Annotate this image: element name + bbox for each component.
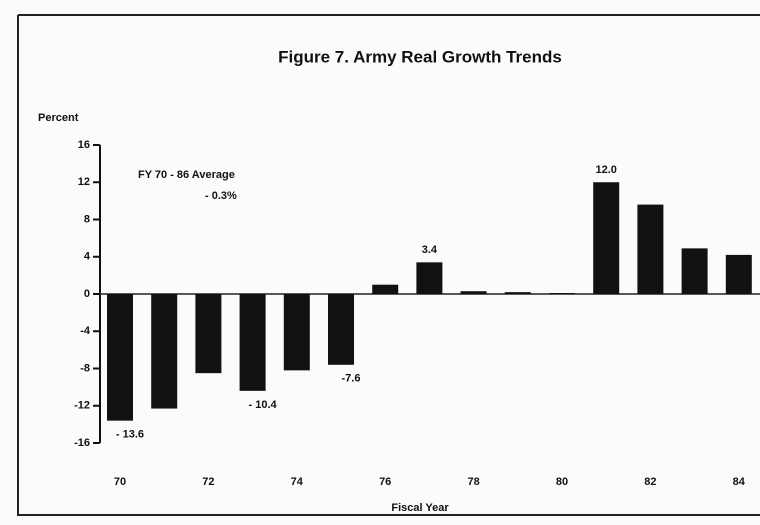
y-tick-label: 12 [78,176,90,188]
y-tick-label: -8 [80,362,90,374]
bar [637,204,664,294]
value-label: - 13.6 [116,429,144,441]
y-tick-label: -4 [80,325,91,337]
bar [151,294,178,409]
frame [17,14,760,516]
value-label: 3.4 [422,244,438,256]
value-label: -7.6 [342,373,361,385]
bar [195,294,222,374]
bar [416,262,443,294]
bar [460,291,487,294]
x-tick-label: 84 [733,476,746,488]
y-tick-label: 8 [84,213,90,225]
y-tick-label: 4 [84,251,91,263]
value-label: 12.0 [595,164,616,176]
bar [239,294,266,391]
y-tick-label: 0 [84,288,90,300]
bar [593,182,620,294]
chart-title: Figure 7. Army Real Growth Trends [278,47,562,66]
value-label: - 10.4 [249,399,278,411]
bar [328,294,354,365]
x-tick-label: 76 [379,476,391,488]
bar [504,292,531,294]
y-axis-label: Percent [38,112,79,124]
bar [725,254,752,294]
bar [107,294,133,421]
y-tick-label: 16 [78,139,90,151]
bar [283,294,310,371]
bar [549,293,575,294]
bar [681,248,708,294]
annotation: - 0.3% [205,190,237,202]
x-tick-label: 82 [644,476,656,488]
y-tick-label: -16 [74,437,90,449]
y-tick-label: -12 [74,400,90,412]
x-tick-label: 78 [467,476,479,488]
bar [372,284,399,294]
x-tick-label: 70 [114,476,126,488]
x-tick-label: 72 [202,476,214,488]
x-tick-label: 74 [291,476,304,488]
x-tick-label: 80 [556,476,568,488]
x-axis-label: Fiscal Year [391,502,449,514]
annotation: FY 70 - 86 Average [138,169,235,181]
